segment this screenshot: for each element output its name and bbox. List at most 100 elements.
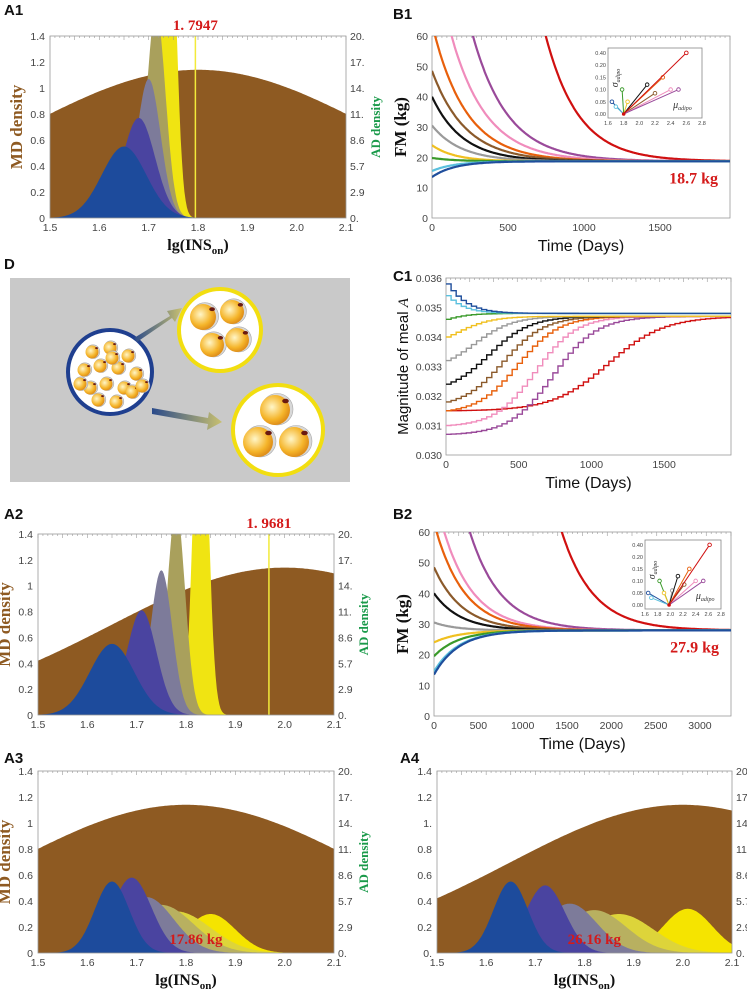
nucleus <box>139 369 142 372</box>
inset-y-label: σadipo <box>647 561 659 580</box>
arrow-to-large-cells <box>152 408 222 430</box>
inset-parameter-point <box>645 590 651 596</box>
nucleus <box>119 397 122 400</box>
y2-tick-label: 8.6 <box>338 632 353 644</box>
y2-tick-label: 2.9 <box>350 187 365 199</box>
y2-tick-label: 2.9 <box>736 922 747 934</box>
y-tick-label: 0.2 <box>18 922 33 934</box>
y-tick-label: 0.032 <box>416 391 442 403</box>
y-tick-label: 0.6 <box>18 870 33 882</box>
y2-tick-label: 8.6 <box>338 870 353 882</box>
fat-mass-annotation: 26.16 kg <box>568 932 622 948</box>
y2-tick-label: 20. <box>338 766 353 778</box>
lipid-droplet <box>129 367 143 381</box>
y-tick-label: 0.033 <box>416 362 442 374</box>
inset-x-tick: 2.8 <box>698 121 706 127</box>
lipid-droplet <box>243 427 273 457</box>
y-tick-label: 0.2 <box>417 922 432 934</box>
x-tick-label: 1.7 <box>129 719 144 731</box>
y2-tick-label: 17. <box>350 57 365 69</box>
inset-parameter-plot: 1.6 1.8 2.0 2.2 2.4 2.6 2.8 0.00 0.05 0.10 0.15 0.2… <box>595 47 706 127</box>
y-tick-label: 1.2 <box>18 792 33 804</box>
x-tick-label: 1000 <box>580 459 604 471</box>
inset-parameter-point <box>644 82 650 87</box>
lipid-droplet <box>109 395 123 409</box>
y-tick-label: 20 <box>418 650 430 662</box>
x-tick-label: 1500 <box>555 720 579 732</box>
ad-density-area <box>50 146 346 218</box>
nucleus <box>237 303 244 307</box>
inset-y-tick: 0.20 <box>595 63 606 69</box>
y-axis-label: FM (kg) <box>393 594 412 654</box>
y-tick-label: 0.031 <box>416 421 442 433</box>
y-tick-label: 20 <box>416 152 428 164</box>
inset-parameter-line <box>651 597 670 606</box>
y2-tick-label: 20. <box>338 529 353 541</box>
steady-state-annotation: 27.9 kg <box>670 639 719 656</box>
y-tick-label: 0.8 <box>18 844 33 856</box>
lipid-droplet <box>91 393 105 407</box>
inset-origin-point <box>621 112 626 116</box>
x-tick-label: 1500 <box>648 222 672 234</box>
inset-y-tick: 0.40 <box>595 51 606 57</box>
inset-parameter-point <box>652 90 658 96</box>
lipid-droplet <box>200 333 224 357</box>
y-axis-label: MD density <box>7 84 26 169</box>
y2-tick-label: 17. <box>338 555 353 567</box>
inset-x-label-sub: adipo <box>678 106 692 112</box>
series-line <box>446 315 731 403</box>
y2-tick-label: 11. <box>736 844 747 856</box>
x-tick-label: 2.1 <box>725 957 740 969</box>
series-line <box>434 629 731 676</box>
inset-y-tick: 0.05 <box>632 591 643 597</box>
y-tick-label: 0.4 <box>18 658 33 670</box>
y-tick-label: 1 <box>27 581 33 593</box>
inset-y-label-sub: adipo <box>653 561 659 575</box>
x-tick-label: 2.0 <box>277 719 292 731</box>
plot-frame <box>445 277 732 456</box>
y-tick-label: 1. <box>423 818 432 830</box>
series-line <box>446 283 731 315</box>
y-tick-label: 60 <box>418 527 430 539</box>
x-tick-label: 1.9 <box>240 222 255 234</box>
lipid-droplet <box>260 395 290 425</box>
inset-y-tick: 0.10 <box>595 88 606 94</box>
x-tick-label: 1.7 <box>141 222 156 234</box>
x-label-main: lg(INS <box>554 972 599 989</box>
y2-tick-label: 8.6 <box>736 870 747 882</box>
x-tick-label: 1.8 <box>179 957 194 969</box>
y-tick-label: 0.030 <box>416 450 442 462</box>
x-axis-label: Time (Days) <box>539 736 626 753</box>
y-tick-label: 10 <box>416 183 428 195</box>
panel-label-a2: A2 <box>4 506 24 523</box>
inset-y-tick: 0.15 <box>595 75 606 81</box>
lipid-droplet <box>77 363 91 377</box>
panel-label-a1: A1 <box>4 2 24 19</box>
x-tick-label: 2.1 <box>327 719 342 731</box>
x-tick-label: 1.5 <box>31 957 46 969</box>
x-tick-label: 1.5 <box>43 222 58 234</box>
inset-parameter-point <box>661 590 667 596</box>
inset-parameter-line <box>623 84 648 115</box>
y2-tick-label: 20. <box>736 766 747 778</box>
y-label-main: Magnitude of meal <box>395 307 412 435</box>
nucleus <box>301 430 308 436</box>
x-axis-label: lg(INSon) <box>167 237 228 257</box>
y2-axis-label: AD density <box>356 831 371 893</box>
chart-a2: 1. 9681 1.5 1.6 1.7 1.8 1.9 2.0 2.1 0 0.2 0.4 0.6 0.… <box>0 516 371 731</box>
inset-parameter-line <box>623 52 687 115</box>
y-tick-label: 0.4 <box>18 896 33 908</box>
inset-parameter-point <box>609 99 615 105</box>
x-tick-label: 1000 <box>511 720 535 732</box>
x-label-end: ) <box>223 237 228 254</box>
y-tick-label: 1.2 <box>417 792 432 804</box>
y-tick-label: 0.6 <box>18 632 33 644</box>
y-tick-label: 1.2 <box>18 555 33 567</box>
inset-x-tick: 1.8 <box>620 121 628 127</box>
y-axis-label: MD density <box>0 819 14 904</box>
inset-parameter-point <box>707 542 712 548</box>
y2-tick-label: 5.7 <box>338 658 353 670</box>
lipid-droplet <box>279 427 309 457</box>
inset-parameter-point <box>693 578 698 584</box>
